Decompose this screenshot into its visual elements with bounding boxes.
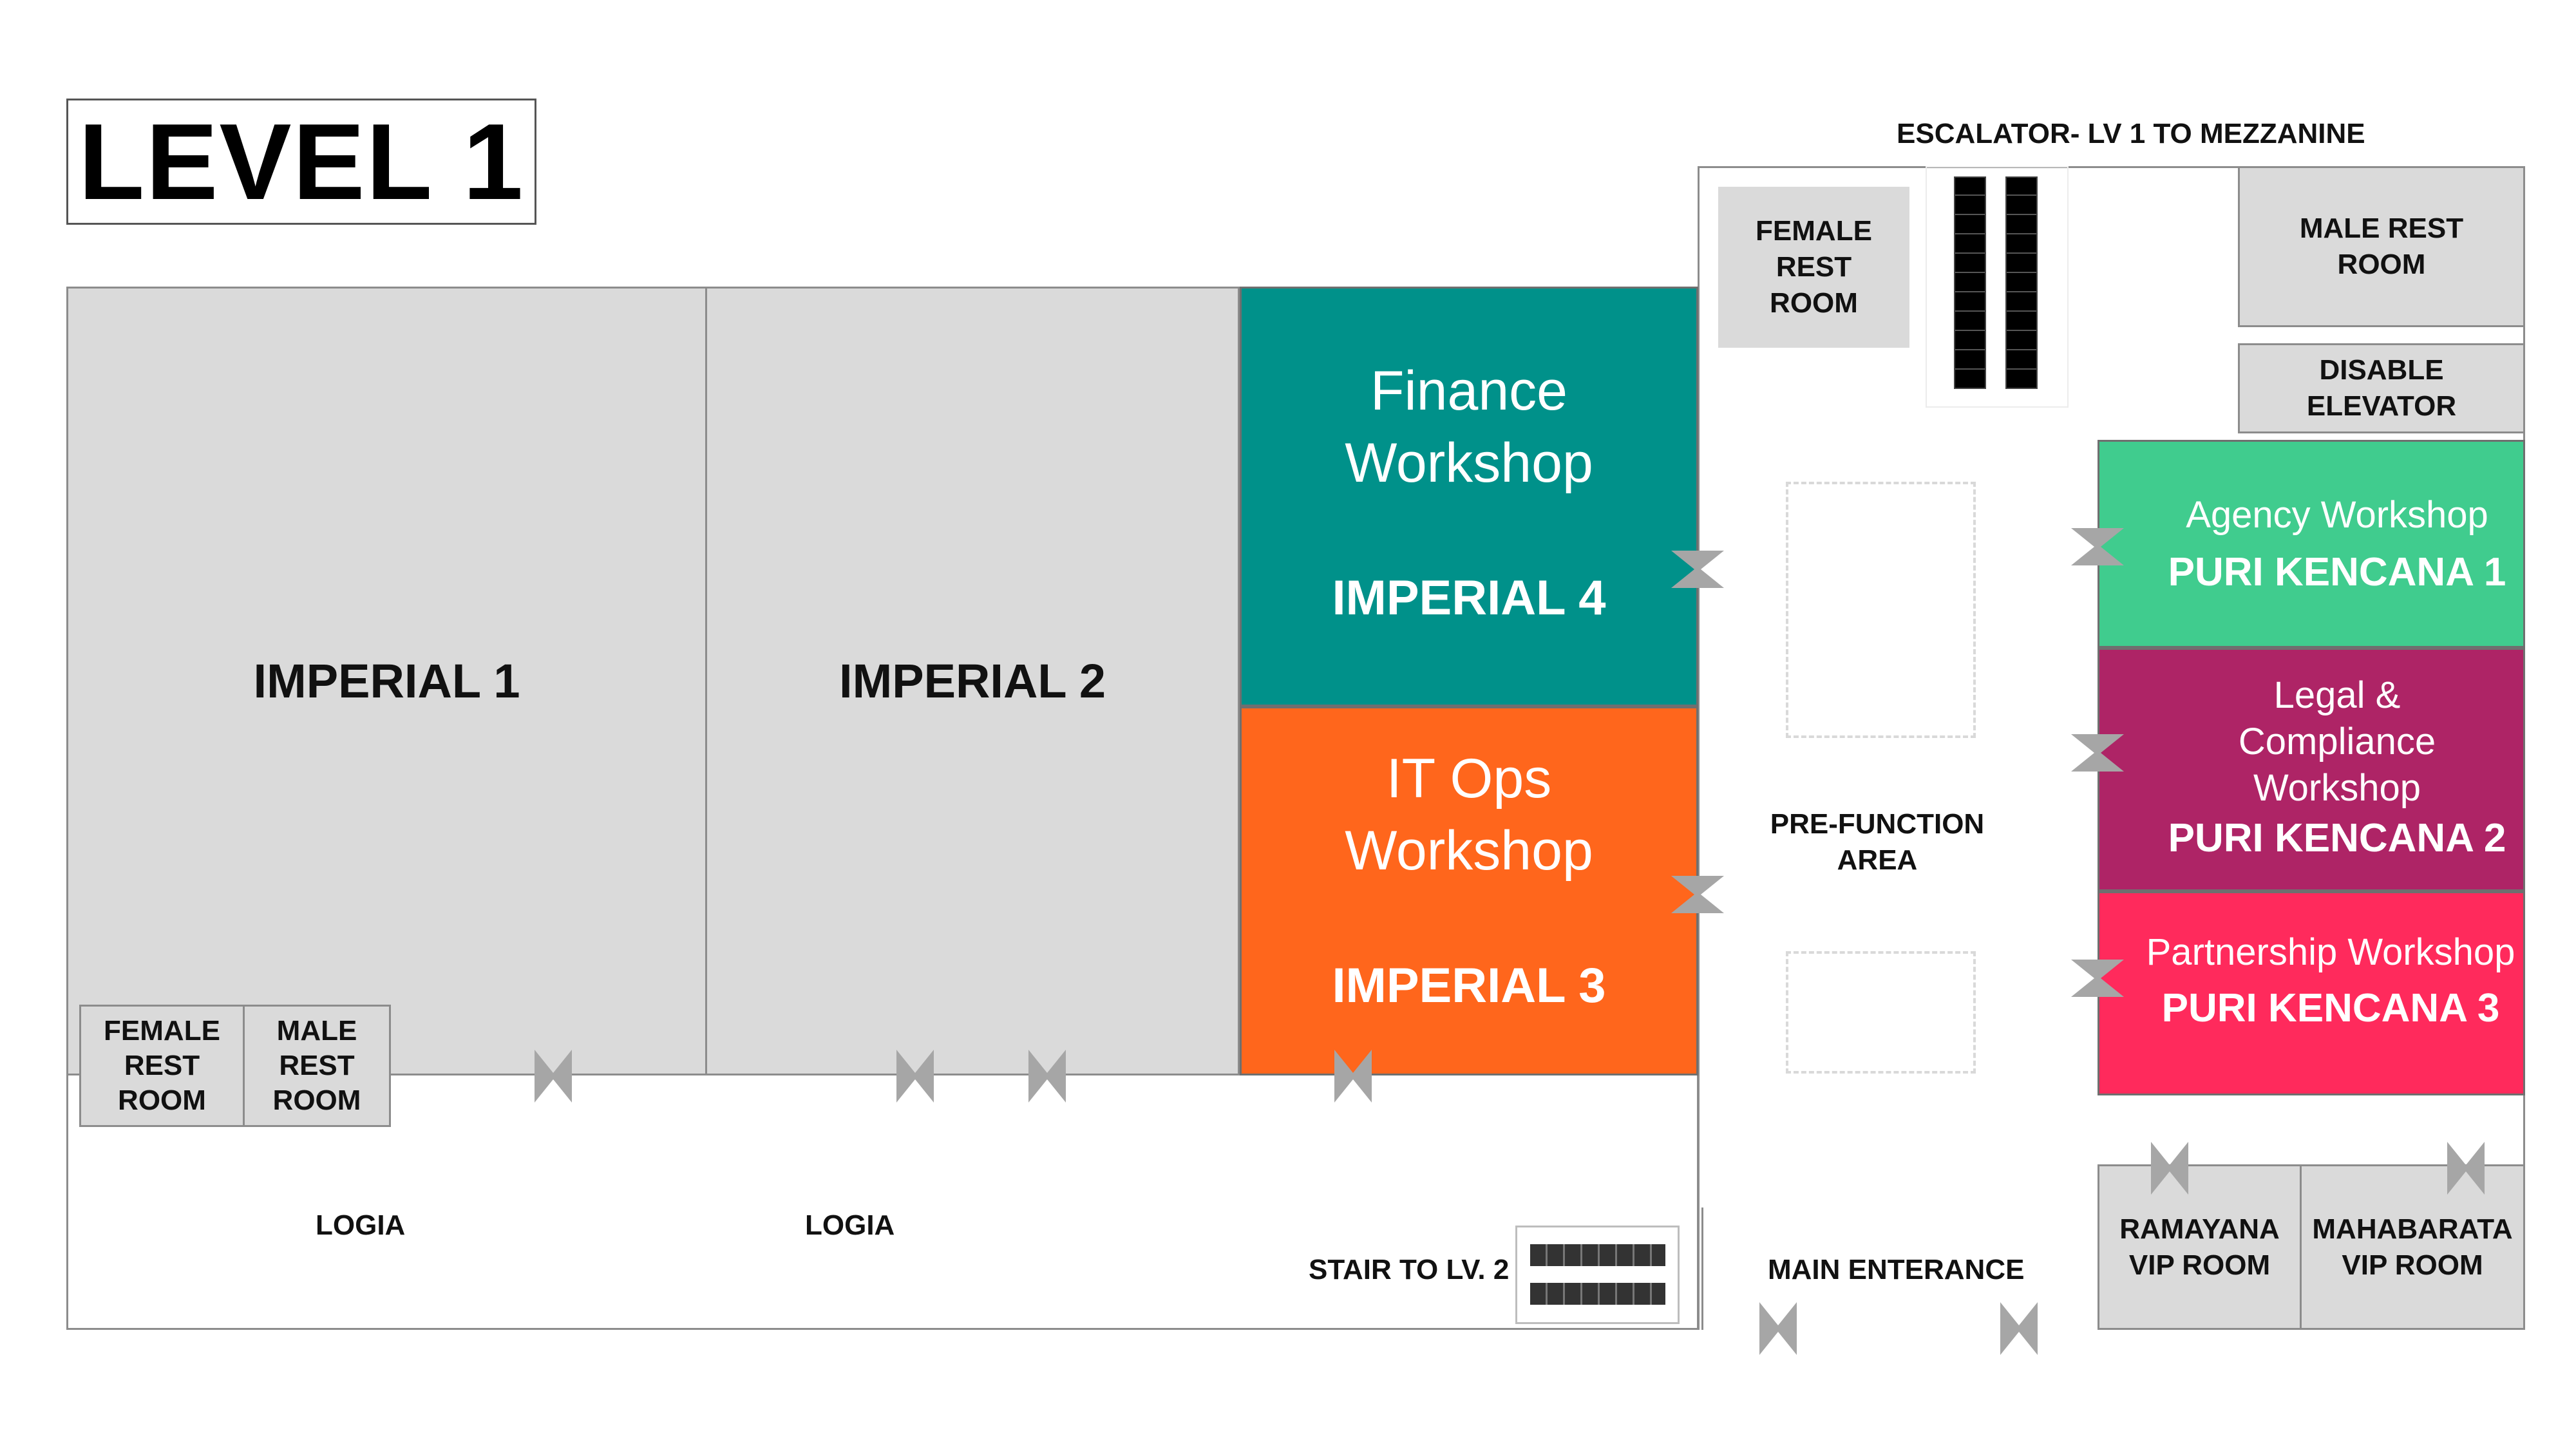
male-rest-room-bottom[interactable]: MALE REST ROOM bbox=[243, 1005, 391, 1127]
level-title-box: LEVEL 1 bbox=[66, 99, 536, 225]
prefunction-booth-top bbox=[1786, 482, 1976, 738]
door-icon[interactable] bbox=[2447, 1142, 2485, 1195]
room-puri-kencana-1[interactable]: Agency Workshop PURI KENCANA 1 bbox=[2098, 440, 2525, 648]
door-icon[interactable] bbox=[1759, 1302, 1797, 1355]
escalator-label: ESCALATOR- LV 1 TO MEZZANINE bbox=[1897, 118, 2365, 149]
logia-left-label: LOGIA bbox=[316, 1209, 406, 1241]
door-icon[interactable] bbox=[2071, 528, 2124, 565]
door-icon[interactable] bbox=[1334, 1050, 1372, 1103]
room-imperial-4-workshop: Finance Workshop bbox=[1345, 359, 1593, 494]
door-icon[interactable] bbox=[535, 1050, 572, 1103]
entrance-wall-left bbox=[1701, 1208, 1703, 1330]
room-puri-kencana-3[interactable]: Partnership Workshop PURI KENCANA 3 bbox=[2098, 891, 2525, 1095]
door-icon[interactable] bbox=[1671, 551, 1724, 588]
female-rest-room-bottom[interactable]: FEMALE REST ROOM bbox=[79, 1005, 245, 1127]
room-imperial-4[interactable]: Finance Workshop IMPERIAL 4 bbox=[1240, 287, 1698, 706]
room-ramayana-vip[interactable]: RAMAYANA VIP ROOM bbox=[2098, 1164, 2302, 1330]
room-puri-kencana-3-label: PURI KENCANA 3 bbox=[2161, 985, 2500, 1030]
female-rest-room-top-label: FEMALE REST ROOM bbox=[1756, 215, 1872, 319]
level-title: LEVEL 1 bbox=[78, 100, 525, 222]
prefunction-booth-bottom bbox=[1786, 951, 1976, 1074]
room-imperial-3[interactable]: IT Ops Workshop IMPERIAL 3 bbox=[1240, 706, 1698, 1075]
door-icon[interactable] bbox=[2071, 960, 2124, 997]
stair-to-level-2[interactable] bbox=[1515, 1226, 1680, 1324]
main-entrance-label: MAIN ENTERANCE bbox=[1768, 1254, 2025, 1285]
room-puri-kencana-1-label: PURI KENCANA 1 bbox=[2168, 549, 2506, 594]
escalator-lane-right bbox=[2005, 176, 2038, 389]
female-rest-room-bottom-label: FEMALE REST ROOM bbox=[104, 1015, 220, 1116]
door-icon[interactable] bbox=[896, 1050, 934, 1103]
door-icon[interactable] bbox=[1028, 1050, 1066, 1103]
room-imperial-3-workshop: IT Ops Workshop bbox=[1345, 748, 1593, 882]
room-imperial-2-label: IMPERIAL 2 bbox=[839, 654, 1106, 708]
room-puri-kencana-2[interactable]: Legal & Compliance Workshop PURI KENCANA… bbox=[2098, 648, 2525, 891]
stair-steps-top bbox=[1530, 1244, 1665, 1266]
stair-label: STAIR TO LV. 2 bbox=[1309, 1254, 1510, 1285]
disable-elevator-label: DISABLE ELEVATOR bbox=[2306, 354, 2457, 422]
room-imperial-1[interactable]: IMPERIAL 1 bbox=[66, 287, 707, 1075]
door-icon[interactable] bbox=[1671, 876, 1724, 913]
room-puri-kencana-1-workshop: Agency Workshop bbox=[2186, 493, 2488, 536]
male-rest-room-top[interactable]: MALE REST ROOM bbox=[2238, 166, 2525, 327]
male-rest-room-bottom-label: MALE REST ROOM bbox=[272, 1015, 361, 1116]
room-ramayana-vip-label: RAMAYANA VIP ROOM bbox=[2119, 1213, 2280, 1281]
room-puri-kencana-3-workshop: Partnership Workshop bbox=[2146, 931, 2515, 973]
room-mahabarata-vip-label: MAHABARATA VIP ROOM bbox=[2312, 1213, 2513, 1281]
room-mahabarata-vip[interactable]: MAHABARATA VIP ROOM bbox=[2300, 1164, 2525, 1330]
door-icon[interactable] bbox=[2000, 1302, 2038, 1355]
room-imperial-2[interactable]: IMPERIAL 2 bbox=[705, 287, 1240, 1075]
escalator-lane-left bbox=[1954, 176, 1986, 389]
logia-right-label: LOGIA bbox=[805, 1209, 895, 1241]
door-icon[interactable] bbox=[2151, 1142, 2188, 1195]
room-puri-kencana-2-workshop: Legal & Compliance Workshop bbox=[2238, 674, 2436, 809]
room-imperial-1-label: IMPERIAL 1 bbox=[253, 654, 520, 708]
door-icon[interactable] bbox=[2071, 734, 2124, 772]
escalator[interactable] bbox=[1926, 166, 2069, 408]
male-rest-room-top-label: MALE REST ROOM bbox=[2299, 213, 2464, 280]
stair-steps-bottom bbox=[1530, 1283, 1665, 1305]
prefunction-label: PRE-FUNCTION AREA bbox=[1770, 808, 1985, 876]
disable-elevator[interactable]: DISABLE ELEVATOR bbox=[2238, 343, 2525, 433]
room-imperial-3-label: IMPERIAL 3 bbox=[1332, 958, 1606, 1013]
female-rest-room-top[interactable]: FEMALE REST ROOM bbox=[1718, 187, 1909, 348]
room-imperial-4-label: IMPERIAL 4 bbox=[1332, 570, 1606, 625]
room-puri-kencana-2-label: PURI KENCANA 2 bbox=[2168, 815, 2506, 860]
